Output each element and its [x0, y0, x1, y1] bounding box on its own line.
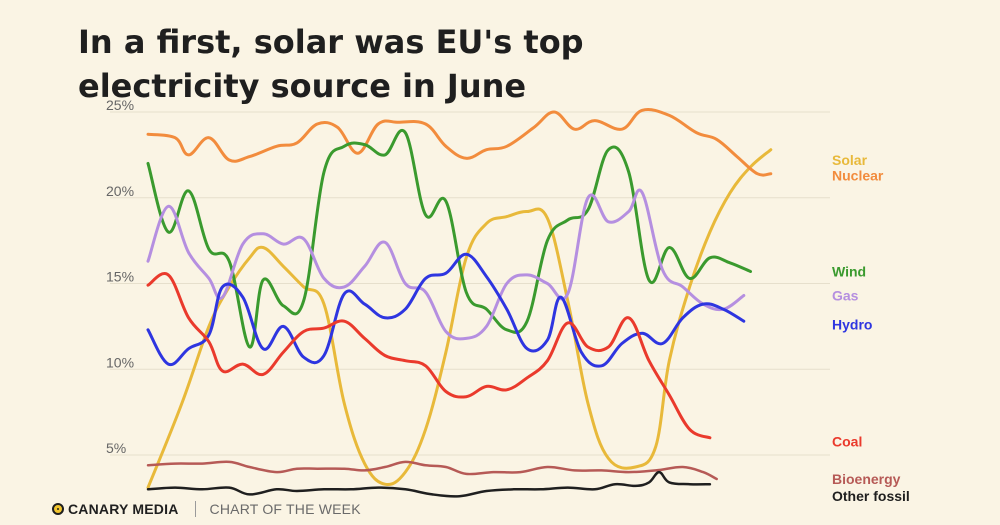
y-tick-label: 5%: [106, 440, 126, 456]
footer-divider: [195, 501, 196, 517]
footer-tagline: CHART OF THE WEEK: [210, 501, 361, 517]
y-tick-label: 15%: [106, 269, 134, 285]
y-tick-label: 10%: [106, 354, 134, 370]
series-label-bioenergy: Bioenergy: [832, 471, 901, 487]
y-tick-label: 25%: [106, 97, 134, 113]
series-label-solar: Solar: [832, 152, 868, 168]
series-line-gas: [148, 190, 744, 339]
series-lines: [148, 109, 771, 496]
line-chart: 5% 10% 15% 20% 25% SolarNuclear Wind Gas Hydro C…: [0, 0, 1000, 525]
series-label-other-fossil: Other fossil: [832, 488, 910, 504]
series-label-nuclear: Nuclear: [832, 167, 884, 183]
y-tick-label: 20%: [106, 183, 134, 199]
brand-name: CANARY MEDIA: [68, 501, 179, 517]
series-line-wind: [148, 130, 751, 347]
series-label-hydro: Hydro: [832, 317, 872, 333]
series-line-nuclear: [148, 109, 771, 175]
grid-lines: [110, 112, 830, 455]
series-line-other-fossil: [148, 472, 710, 496]
series-label-coal: Coal: [832, 433, 862, 449]
series-label-wind: Wind: [832, 263, 866, 279]
series-line-bioenergy: [148, 462, 717, 479]
canary-logo-icon: [52, 503, 64, 515]
footer: CANARY MEDIA CHART OF THE WEEK: [52, 496, 361, 522]
series-label-gas: Gas: [832, 288, 859, 304]
y-axis-ticks: 5% 10% 15% 20% 25%: [106, 97, 134, 456]
